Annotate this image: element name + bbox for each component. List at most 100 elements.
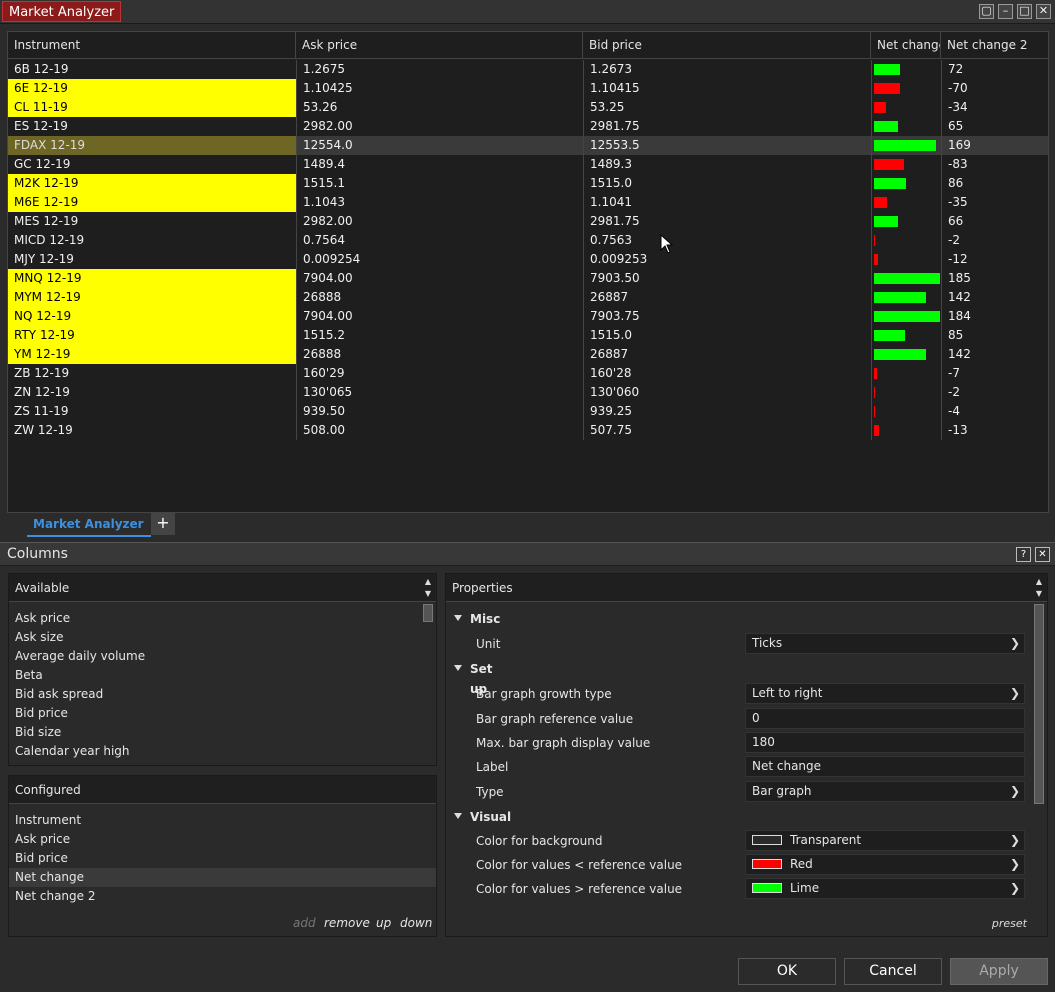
list-item[interactable]: Net change 2 — [15, 889, 96, 903]
net-change-2-cell: -12 — [941, 250, 1048, 269]
bg-color-select[interactable]: Transparent ❯ — [745, 830, 1025, 851]
list-item[interactable]: Bid price — [15, 851, 68, 865]
add-tab-button[interactable]: + — [151, 513, 175, 535]
table-row[interactable]: M6E 12-19 1.1043 1.1041 -35 — [8, 193, 1048, 212]
table-row[interactable]: GC 12-19 1489.4 1489.3 -83 — [8, 155, 1048, 174]
growth-type-select[interactable]: Left to right ❯ — [745, 683, 1025, 704]
table-row[interactable]: ZB 12-19 160'29 160'28 -7 — [8, 364, 1048, 383]
minimize-icon[interactable]: – — [998, 4, 1013, 19]
scrollbar-thumb[interactable] — [423, 604, 433, 622]
net-change-bar — [874, 235, 875, 246]
table-row[interactable]: YM 12-19 26888 26887 142 — [8, 345, 1048, 364]
list-item[interactable]: Average daily volume — [15, 649, 146, 663]
table-row[interactable]: M2K 12-19 1515.1 1515.0 86 — [8, 174, 1048, 193]
tab-market-analyzer[interactable]: Market Analyzer — [27, 513, 151, 537]
list-item[interactable]: Bid ask spread — [15, 687, 104, 701]
available-scrollbar[interactable] — [422, 603, 434, 765]
scroll-down-icon[interactable]: ▼ — [424, 589, 432, 598]
gt-color-select[interactable]: Lime ❯ — [745, 878, 1025, 899]
list-item[interactable]: Calendar year high — [15, 744, 130, 758]
properties-scrollbar-thumb[interactable] — [1034, 604, 1044, 804]
list-item[interactable]: Ask price — [15, 832, 71, 846]
label-input[interactable]: Net change — [745, 756, 1025, 777]
reference-value-input[interactable]: 0 — [745, 708, 1025, 729]
net-change-bar-cell — [871, 212, 941, 231]
configured-list[interactable]: Configured Instrument Ask price Bid price N… — [8, 775, 437, 937]
expand-icon[interactable] — [454, 615, 462, 621]
type-select[interactable]: Bar graph ❯ — [745, 781, 1025, 802]
apply-button[interactable]: Apply — [950, 958, 1048, 985]
net-change-2-cell: 86 — [941, 174, 1048, 193]
table-row[interactable]: RTY 12-19 1515.2 1515.0 85 — [8, 326, 1048, 345]
list-item[interactable]: Beta — [15, 668, 43, 682]
ok-button[interactable]: OK — [738, 958, 836, 985]
header-instrument[interactable]: Instrument — [8, 32, 296, 59]
table-row[interactable]: MNQ 12-19 7904.00 7903.50 185 — [8, 269, 1048, 288]
chevron-down-icon: ❯ — [1009, 881, 1020, 895]
remove-link[interactable]: remove — [324, 916, 370, 930]
list-item[interactable]: Ask size — [15, 630, 64, 644]
close-columns-icon[interactable]: ✕ — [1035, 547, 1050, 562]
chevron-down-icon: ❯ — [1009, 636, 1020, 650]
bid-price-cell: 1.10415 — [583, 79, 871, 98]
down-link[interactable]: down — [400, 916, 433, 930]
restore-icon[interactable]: ▢ — [979, 4, 994, 19]
unit-select[interactable]: Ticks ❯ — [745, 633, 1025, 654]
list-item[interactable]: Ask price — [15, 611, 71, 625]
table-row[interactable]: MYM 12-19 26888 26887 142 — [8, 288, 1048, 307]
bg-color-label: Color for background — [476, 834, 603, 848]
type-label: Type — [476, 785, 504, 799]
net-change-bar — [874, 178, 906, 189]
table-row[interactable]: ZS 11-19 939.50 939.25 -4 — [8, 402, 1048, 421]
table-row[interactable]: NQ 12-19 7904.00 7903.75 184 — [8, 307, 1048, 326]
bid-price-cell: 130'060 — [583, 383, 871, 402]
table-row[interactable]: 6B 12-19 1.2675 1.2673 72 — [8, 60, 1048, 79]
list-item[interactable]: Bid size — [15, 725, 62, 739]
table-row[interactable]: ES 12-19 2982.00 2981.75 65 — [8, 117, 1048, 136]
help-icon[interactable]: ? — [1016, 547, 1031, 562]
table-row[interactable]: FDAX 12-19 12554.0 12553.5 169 — [8, 136, 1048, 155]
bid-price-cell: 26887 — [583, 345, 871, 364]
close-icon[interactable]: ✕ — [1036, 4, 1051, 19]
cancel-button[interactable]: Cancel — [844, 958, 942, 985]
header-net-change[interactable]: Net change — [871, 32, 941, 59]
title-bar: Market Analyzer ▢ – □ ✕ — [0, 0, 1055, 24]
preset-link[interactable]: preset — [991, 917, 1027, 930]
expand-icon[interactable] — [454, 665, 462, 671]
net-change-bar — [874, 254, 878, 265]
add-link[interactable]: add — [293, 916, 316, 930]
table-row[interactable]: ZN 12-19 130'065 130'060 -2 — [8, 383, 1048, 402]
ask-price-cell: 7904.00 — [296, 307, 584, 326]
instrument-cell: 6B 12-19 — [14, 62, 69, 76]
net-change-bar-cell — [871, 383, 941, 402]
chevron-down-icon: ❯ — [1009, 833, 1020, 847]
net-change-bar-cell — [871, 98, 941, 117]
net-change-bar — [874, 349, 926, 360]
table-row[interactable]: MJY 12-19 0.009254 0.009253 -12 — [8, 250, 1048, 269]
scroll-up-icon[interactable]: ▲ — [424, 577, 432, 586]
table-row[interactable]: CL 11-19 53.26 53.25 -34 — [8, 98, 1048, 117]
maximize-icon[interactable]: □ — [1017, 4, 1032, 19]
lt-color-select[interactable]: Red ❯ — [745, 854, 1025, 875]
table-row[interactable]: MES 12-19 2982.00 2981.75 66 — [8, 212, 1048, 231]
ask-price-cell: 939.50 — [296, 402, 584, 421]
table-row[interactable]: 6E 12-19 1.10425 1.10415 -70 — [8, 79, 1048, 98]
available-list[interactable]: Available ▲ ▼ Ask price Ask size Average d… — [8, 573, 437, 766]
max-display-input[interactable]: 180 — [745, 732, 1025, 753]
expand-icon[interactable] — [454, 813, 462, 819]
table-row[interactable]: MICD 12-19 0.7564 0.7563 -2 — [8, 231, 1048, 250]
table-row[interactable]: ZW 12-19 508.00 507.75 -13 — [8, 421, 1048, 440]
properties-scrollbar[interactable] — [1033, 603, 1045, 908]
header-ask-price[interactable]: Ask price — [296, 32, 583, 59]
net-change-2-cell: -4 — [941, 402, 1048, 421]
list-item[interactable]: Instrument — [15, 813, 82, 827]
list-item[interactable]: Bid price — [15, 706, 68, 720]
header-bid-price[interactable]: Bid price — [583, 32, 871, 59]
properties-scroll-down-icon[interactable]: ▼ — [1035, 589, 1043, 598]
market-grid[interactable]: Instrument Ask price Bid price Net chang… — [7, 31, 1049, 513]
up-link[interactable]: up — [376, 916, 392, 930]
header-net-change-2[interactable]: Net change 2 — [947, 38, 1028, 52]
list-item[interactable]: Net change — [9, 868, 436, 887]
properties-scroll-up-icon[interactable]: ▲ — [1035, 577, 1043, 586]
net-change-bar-cell — [871, 60, 941, 79]
